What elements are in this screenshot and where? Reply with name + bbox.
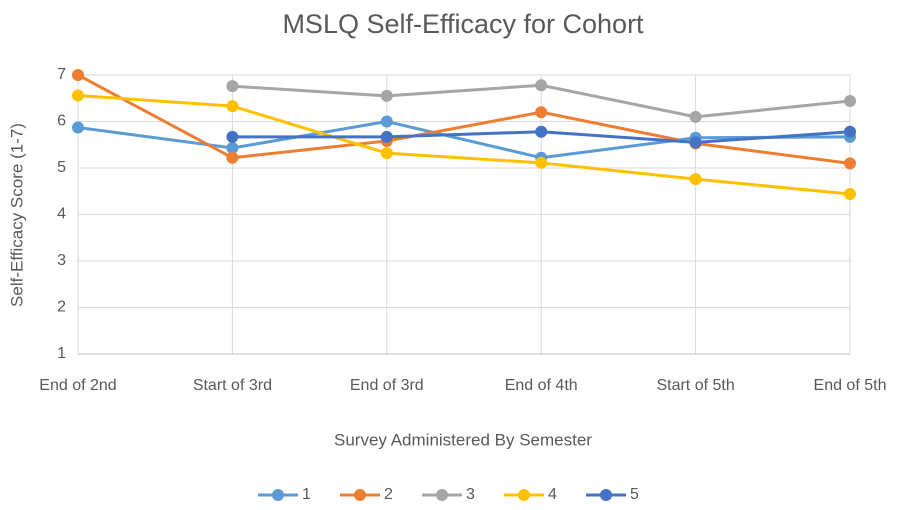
- x-tick-label: End of 2nd: [39, 377, 116, 394]
- legend-label: 1: [302, 486, 311, 503]
- data-point: [844, 95, 856, 108]
- y-tick-label: 4: [57, 206, 66, 223]
- data-point: [226, 142, 239, 155]
- data-point: [226, 130, 239, 143]
- y-tick-label: 2: [57, 299, 66, 316]
- data-point: [226, 151, 239, 164]
- series-line: [77, 93, 851, 196]
- legend-marker: [600, 489, 612, 501]
- legend-label: 5: [630, 486, 639, 503]
- y-tick-label: 6: [57, 113, 66, 130]
- data-point: [844, 157, 856, 170]
- data-point: [535, 125, 548, 138]
- data-point: [844, 188, 856, 201]
- data-point: [535, 79, 548, 92]
- legend-label: 2: [384, 486, 393, 503]
- data-point: [380, 115, 393, 128]
- legend-marker: [354, 489, 366, 501]
- y-axis-title: Self-Efficacy Score (1-7): [7, 123, 26, 307]
- data-point: [689, 110, 702, 123]
- data-point: [535, 106, 548, 119]
- y-tick-label: 1: [57, 345, 66, 362]
- x-tick-label: End of 3rd: [350, 377, 424, 394]
- data-point: [380, 89, 393, 102]
- legend-label: 3: [466, 486, 475, 503]
- legend-label: 4: [548, 486, 557, 503]
- legend-marker: [436, 489, 448, 501]
- x-tick-label: Start of 3rd: [193, 377, 272, 394]
- y-tick-label: 5: [57, 159, 66, 176]
- data-point: [844, 125, 856, 138]
- data-point: [689, 136, 702, 149]
- chart-title: MSLQ Self-Efficacy for Cohort: [282, 9, 644, 39]
- series-line: [77, 73, 851, 165]
- data-point: [535, 156, 548, 169]
- data-point: [380, 147, 393, 160]
- data-point: [226, 100, 239, 113]
- legend-marker: [518, 489, 530, 501]
- x-tick-label: End of 5th: [814, 377, 887, 394]
- data-point: [689, 173, 702, 186]
- x-tick-label: End of 4th: [505, 377, 578, 394]
- data-point: [380, 130, 393, 143]
- y-tick-label: 7: [57, 66, 66, 83]
- data-point: [72, 69, 84, 81]
- legend-marker: [272, 489, 284, 501]
- x-axis-title: Survey Administered By Semester: [334, 430, 592, 449]
- data-point: [226, 80, 239, 93]
- x-tick-label: Start of 5th: [656, 377, 734, 394]
- y-tick-label: 3: [57, 252, 66, 269]
- data-point: [72, 89, 84, 102]
- data-point: [72, 121, 84, 134]
